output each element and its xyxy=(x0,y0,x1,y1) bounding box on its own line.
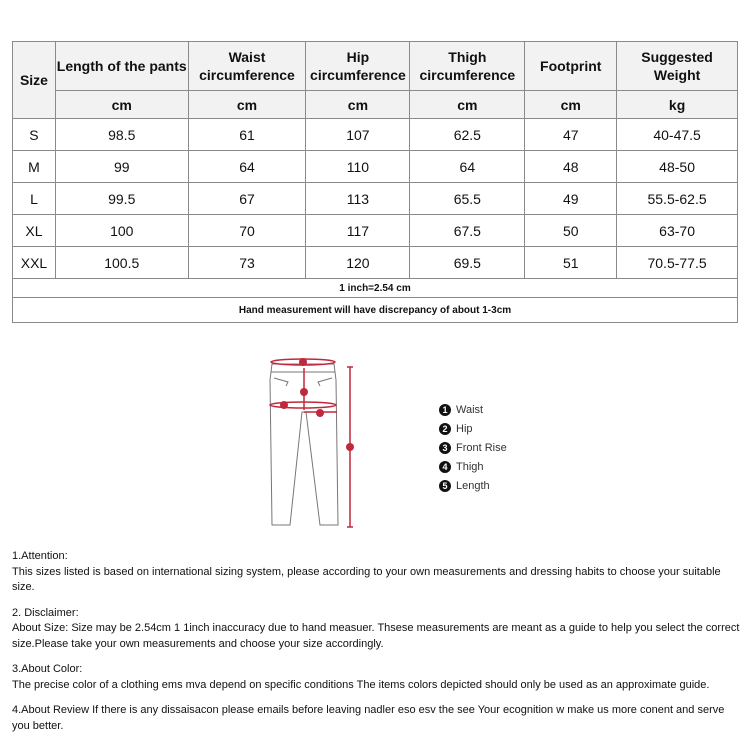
table-cell: 50 xyxy=(524,214,618,247)
number-badge-icon: 5 xyxy=(439,479,451,492)
table-cell: 65.5 xyxy=(409,182,526,215)
note-paragraph: 4.About Review If there is any dissaisac… xyxy=(12,703,742,734)
measurement-legend: 1 Waist 2 Hip 3 Front Rise 4 Thigh 5 Length xyxy=(439,400,507,495)
table-cell: 117 xyxy=(305,214,411,247)
table-row: S 98.5 61 107 62.5 47 40-47.5 xyxy=(12,118,738,151)
legend-item: 1 Waist xyxy=(439,400,507,419)
legend-item: 4 Thigh xyxy=(439,457,507,476)
table-cell: 67.5 xyxy=(409,214,526,247)
number-badge-icon: 2 xyxy=(439,422,451,435)
note-paragraph: 1.Attention: This sizes listed is based o… xyxy=(12,549,742,596)
table-cell: M xyxy=(12,150,56,183)
table-cell: XL xyxy=(12,214,56,247)
table-cell: 55.5-62.5 xyxy=(616,182,738,215)
table-cell: 69.5 xyxy=(409,246,526,279)
note-row: Hand measurement will have discrepancy o… xyxy=(12,297,738,323)
number-badge-icon: 4 xyxy=(439,460,451,473)
table-cell: 63-70 xyxy=(616,214,738,247)
legend-item: 2 Hip xyxy=(439,419,507,438)
unit-cell: cm xyxy=(187,90,307,119)
table-cell: 51 xyxy=(524,246,618,279)
conversion-text: 1 inch=2.54 cm xyxy=(12,278,738,298)
unit-row: cm cm cm cm cm kg xyxy=(13,90,738,119)
note-body: The precise color of a clothing ems mva … xyxy=(12,678,710,691)
table-cell: L xyxy=(12,182,56,215)
header-row: Size Length of the pants Waist circumfer… xyxy=(12,41,738,119)
conversion-row: 1 inch=2.54 cm xyxy=(12,278,738,298)
header-footprint: Footprint xyxy=(524,41,618,91)
table-cell: 100.5 xyxy=(54,246,189,279)
table-cell: 99.5 xyxy=(54,182,189,215)
table-row: XL 100 70 117 67.5 50 63-70 xyxy=(12,214,738,247)
table-cell: 64 xyxy=(409,150,526,183)
measurement-note: Hand measurement will have discrepancy o… xyxy=(12,297,738,323)
table-cell: 113 xyxy=(305,182,411,215)
pants-diagram xyxy=(269,358,354,528)
unit-cell: cm xyxy=(54,90,189,119)
table-cell: XXL xyxy=(12,246,56,279)
table-cell: 70.5-77.5 xyxy=(616,246,738,279)
legend-item: 5 Length xyxy=(439,476,507,495)
legend-item: 3 Front Rise xyxy=(439,438,507,457)
legend-label: Thigh xyxy=(456,460,484,473)
table-cell: 99 xyxy=(54,150,189,183)
header-waist: Waist circumference xyxy=(187,41,307,91)
number-badge-icon: 3 xyxy=(439,441,451,454)
legend-label: Waist xyxy=(456,403,484,416)
header-hip: Hip circumference xyxy=(305,41,411,91)
table-row: XXL 100.5 73 120 69.5 51 70.5-77.5 xyxy=(12,246,738,279)
legend-label: Front Rise xyxy=(456,441,507,454)
table-row: L 99.5 67 113 65.5 49 55.5-62.5 xyxy=(12,182,738,215)
table-cell: 107 xyxy=(305,118,411,151)
table-cell: 120 xyxy=(305,246,411,279)
unit-cell: cm xyxy=(305,90,411,119)
note-body: This sizes listed is based on internatio… xyxy=(12,565,721,594)
table-cell: 73 xyxy=(187,246,307,279)
table-cell: 61 xyxy=(187,118,307,151)
note-title: 1.Attention: xyxy=(12,550,68,562)
table-row: M 99 64 110 64 48 48-50 xyxy=(12,150,738,183)
table-cell: 49 xyxy=(524,182,618,215)
table-cell: S xyxy=(12,118,56,151)
note-paragraph: 3.About Color: The precise color of a clo… xyxy=(12,662,742,693)
legend-label: Hip xyxy=(456,422,473,435)
table-cell: 62.5 xyxy=(409,118,526,151)
unit-cell: cm xyxy=(524,90,618,119)
number-badge-icon: 1 xyxy=(439,403,451,416)
legend-label: Length xyxy=(456,479,490,492)
table-cell: 47 xyxy=(524,118,618,151)
table-cell: 98.5 xyxy=(54,118,189,151)
table-cell: 100 xyxy=(54,214,189,247)
header-thigh: Thigh circumference xyxy=(409,41,526,91)
header-size: Size xyxy=(12,41,56,119)
table-cell: 70 xyxy=(187,214,307,247)
note-paragraph: 2. Disclaimer: About Size: Size may be 2.… xyxy=(12,606,742,653)
note-body: 4.About Review If there is any dissaisac… xyxy=(12,704,725,732)
table-cell: 40-47.5 xyxy=(616,118,738,151)
header-weight: Suggested Weight xyxy=(616,41,738,91)
table-cell: 67 xyxy=(187,182,307,215)
note-body: About Size: Size may be 2.54cm 1 1inch i… xyxy=(12,622,740,650)
table-cell: 110 xyxy=(305,150,411,183)
note-title: 2. Disclaimer: xyxy=(12,606,79,619)
table-cell: 48-50 xyxy=(616,150,738,183)
unit-cell: cm xyxy=(409,90,526,119)
unit-cell: kg xyxy=(616,90,738,119)
table-cell: 48 xyxy=(524,150,618,183)
header-length: Length of the pants xyxy=(54,41,189,91)
size-chart-table: Size Length of the pants Waist circumfer… xyxy=(12,41,738,323)
table-cell: 64 xyxy=(187,150,307,183)
note-title: 3.About Color: xyxy=(12,663,83,675)
notes-section: 1.Attention: This sizes listed is based o… xyxy=(12,549,742,744)
